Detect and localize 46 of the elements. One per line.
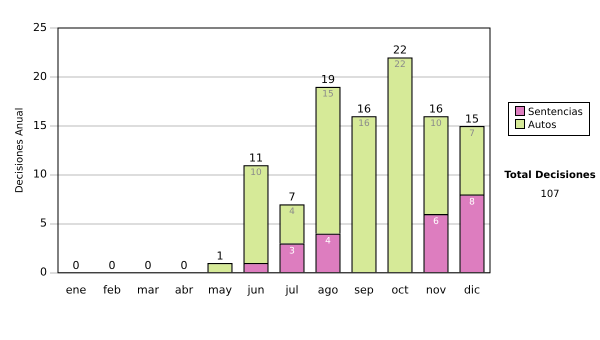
y-tick-label: 5 [40,216,47,230]
total-label: 15 [465,112,479,126]
legend-label: Autos [527,119,558,132]
text: 107 [539,189,561,200]
x-tick-label: ago [318,283,338,296]
data-label: 7 [469,128,475,139]
x-tick-label: jun [246,283,265,296]
text: Total Decisiones [503,170,597,181]
data-label: 10 [250,168,262,178]
total-label: 1 [216,249,224,262]
y-tick-label: 0 [40,266,47,279]
data-label: 8 [469,197,476,208]
total-label: 0 [72,259,80,272]
x-tick-label: may [208,283,232,296]
data-label: 22 [394,60,406,70]
data-label: 3 [289,246,295,256]
data-label: 4 [289,207,296,218]
data-label: 15 [322,90,334,100]
total-label: 7 [288,190,296,204]
total-label: 19 [321,73,335,86]
x-tick-label: mar [137,283,160,296]
data-label: 16 [358,118,370,129]
total-label: 0 [144,259,152,272]
total-label: 16 [357,102,371,116]
total-label: 22 [393,44,407,57]
x-tick-label: feb [103,283,121,296]
data-label: 10 [430,118,442,129]
legend-label: Sentencias [527,106,583,119]
y-axis-title: Decisiones Anual [14,108,26,194]
y-tick-label: 25 [32,20,47,34]
data-label: 6 [433,216,440,227]
x-tick-label: nov [426,283,447,296]
y-tick-label: 20 [32,70,47,83]
total-label: 0 [108,259,116,272]
y-tick-label: 10 [32,168,47,181]
x-tick-label: abr [174,283,194,296]
x-tick-label: sep [354,283,374,296]
total-label: 16 [429,102,443,116]
y-tick-label: 15 [32,118,47,132]
x-tick-label: jul [284,283,299,296]
total-label: 11 [249,151,263,164]
x-tick-label: dic [464,283,480,296]
x-tick-label: oct [391,283,410,296]
total-label: 0 [180,259,188,272]
data-label: 4 [325,236,332,246]
x-tick-label: ene [66,283,86,296]
